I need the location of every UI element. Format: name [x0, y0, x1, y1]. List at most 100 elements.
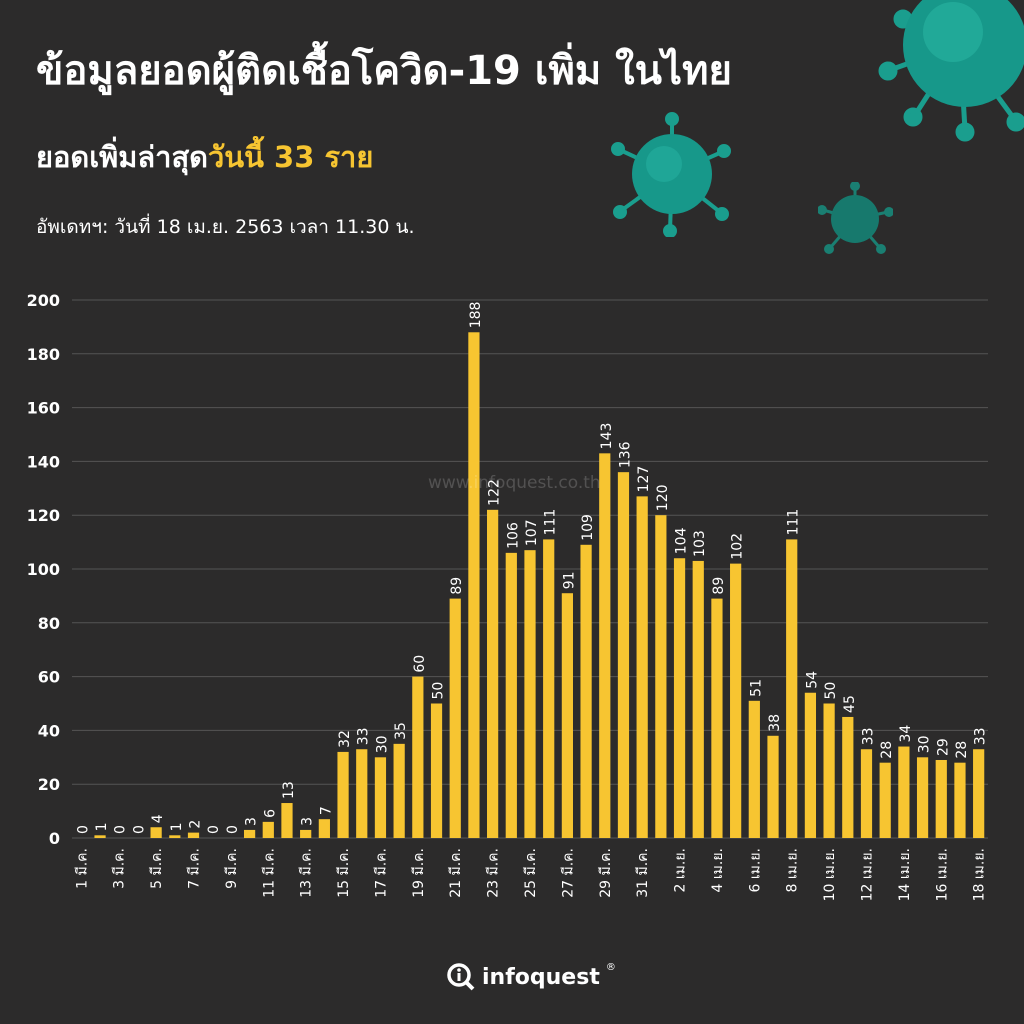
x-tick-label: 16 เม.ย.: [934, 848, 950, 901]
bar: [393, 743, 405, 838]
bar: [655, 515, 667, 838]
logo-text: infoquest: [482, 964, 600, 990]
data-label: 29: [935, 738, 951, 756]
data-label: 13: [281, 781, 297, 799]
bar: [748, 700, 760, 838]
data-label: 35: [393, 722, 409, 740]
data-label: 3: [300, 817, 316, 826]
y-tick-label: 60: [38, 668, 60, 687]
data-label: 0: [75, 825, 91, 834]
data-label: 122: [487, 479, 503, 506]
data-label: 32: [337, 730, 353, 748]
virus-medium-icon: [611, 112, 731, 237]
data-label: 54: [804, 671, 820, 689]
bar: [804, 692, 817, 838]
y-tick-label: 0: [49, 829, 60, 848]
bar: [430, 703, 443, 838]
bar: [730, 563, 742, 838]
x-tick-label: 5 มี.ค.: [149, 848, 165, 889]
bar: [580, 544, 592, 838]
data-label: 30: [917, 735, 933, 753]
data-label: 136: [617, 441, 633, 468]
bar: [935, 759, 947, 838]
x-tick-label: 3 มี.ค.: [112, 848, 128, 889]
data-label: 89: [711, 577, 727, 595]
x-tick-label: 6 เม.ย.: [747, 848, 763, 892]
data-label: 7: [318, 806, 334, 815]
data-label: 1: [169, 822, 185, 831]
bar: [673, 558, 686, 838]
data-label: 1: [94, 822, 110, 831]
data-label: 2: [188, 820, 204, 829]
data-label: 102: [730, 533, 746, 560]
data-label: 127: [636, 466, 652, 493]
data-label: 33: [860, 727, 876, 745]
x-tick-label: 2 เม.ย.: [673, 848, 689, 892]
bar: [169, 835, 181, 838]
data-label: 104: [674, 527, 690, 554]
data-label: 30: [374, 735, 390, 753]
bar: [300, 829, 312, 838]
data-label: 0: [206, 825, 222, 834]
data-label: 6: [262, 809, 278, 818]
x-tick-label: 27 มี.ค.: [560, 848, 576, 898]
data-label: 107: [524, 519, 540, 546]
data-label: 33: [973, 727, 989, 745]
y-tick-label: 40: [38, 721, 60, 740]
data-label: 38: [767, 714, 783, 732]
data-label: 0: [225, 825, 241, 834]
y-tick-label: 20: [38, 775, 60, 794]
data-label: 0: [131, 825, 147, 834]
bar: [860, 749, 873, 838]
bar: [898, 746, 910, 838]
data-label: 51: [748, 679, 764, 697]
x-tick-label: 31 มี.ค.: [635, 848, 651, 898]
bar: [561, 593, 573, 838]
x-tick-label: 4 เม.ย.: [710, 848, 726, 892]
infoquest-logo: infoquest ®: [446, 962, 616, 992]
bar: [468, 332, 480, 838]
x-tick-label: 10 เม.ย.: [822, 848, 838, 901]
data-label: 0: [113, 825, 129, 834]
data-label: 89: [449, 577, 465, 595]
bar: [916, 757, 929, 838]
y-tick-label: 120: [27, 506, 60, 525]
bar: [617, 472, 630, 838]
bar: [281, 803, 293, 838]
bar: [412, 676, 424, 838]
subtitle-prefix: ยอดเพิ่มล่าสุด: [36, 140, 208, 174]
bar: [243, 829, 256, 838]
data-label: 28: [954, 741, 970, 759]
data-label: 106: [505, 522, 521, 549]
data-label: 34: [898, 725, 914, 743]
bar: [94, 835, 106, 838]
x-tick-label: 9 มี.ค.: [224, 848, 240, 889]
subtitle: ยอดเพิ่มล่าสุดวันนี้ 33 ราย: [36, 134, 373, 180]
subtitle-highlight: วันนี้ 33 ราย: [207, 140, 374, 174]
bar: [599, 453, 611, 838]
y-tick-label: 200: [27, 291, 60, 310]
bar: [524, 550, 536, 838]
bar: [505, 552, 517, 838]
magnifier-logo-icon: [447, 963, 475, 991]
bar: [842, 716, 854, 838]
bar: [823, 703, 835, 838]
bar: [786, 539, 798, 838]
x-tick-label: 23 มี.ค.: [486, 848, 502, 898]
data-label: 33: [356, 727, 372, 745]
data-label: 91: [561, 571, 577, 589]
bar: [337, 751, 349, 838]
y-tick-label: 140: [27, 452, 60, 471]
data-label: 111: [543, 509, 559, 536]
bar: [150, 827, 162, 838]
y-tick-label: 100: [27, 560, 60, 579]
x-tick-label: 8 เม.ย.: [785, 848, 801, 892]
bar: [636, 496, 648, 838]
y-tick-label: 160: [27, 399, 60, 418]
bar: [187, 832, 200, 838]
x-tick-label: 21 มี.ค.: [448, 848, 464, 898]
x-tick-label: 13 มี.ค.: [299, 848, 315, 898]
bar: [487, 509, 499, 838]
bar: [374, 757, 387, 838]
x-tick-label: 29 มี.ค.: [598, 848, 614, 898]
